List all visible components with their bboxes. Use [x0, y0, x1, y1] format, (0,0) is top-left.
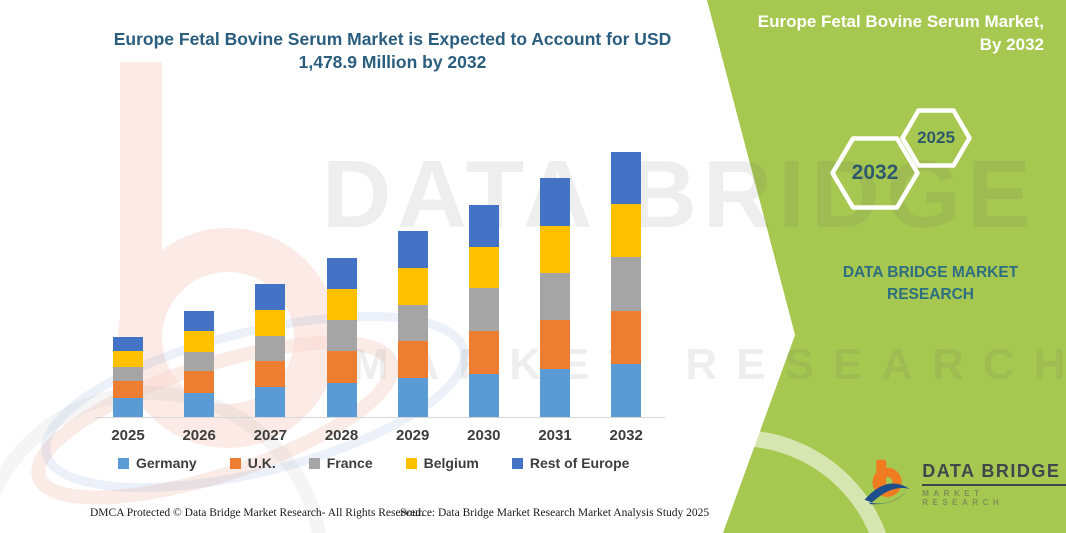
legend-item-u-k: U.K. [229, 455, 276, 471]
bar-2032 [611, 151, 642, 417]
data-bridge-logo-icon [864, 459, 910, 505]
side-panel-heading-line1: Europe Fetal Bovine Serum Market, [757, 12, 1044, 31]
side-panel-heading-line2: By 2032 [979, 35, 1044, 54]
bar-2030 [468, 204, 499, 417]
bar-segment-france-2030 [468, 288, 499, 332]
bar-segment-belgium-2028 [326, 289, 357, 321]
legend-label-rest-of-europe: Rest of Europe [529, 455, 630, 471]
hexagon-2032: 2032 [830, 136, 920, 210]
legend-label-france: France [326, 455, 373, 471]
brand-line2: RESEARCH [887, 286, 974, 303]
bar-segment-germany-2028 [326, 382, 357, 417]
bar-segment-france-2026 [184, 351, 215, 372]
bar-segment-u-k-2032 [611, 310, 642, 365]
logo-text: DATA BRIDGE MARKET RESEARCH [922, 461, 1066, 507]
legend-item-france: France [308, 455, 373, 471]
bar-segment-belgium-2025 [113, 351, 143, 367]
x-axis-label-2032: 2032 [609, 427, 643, 444]
hexagon-outline-icon [830, 136, 920, 210]
logo-name: DATA BRIDGE [922, 461, 1066, 486]
x-axis-label-2030: 2030 [467, 427, 501, 444]
chart-legend: Germany U.K. France Belgium Rest of Europe [118, 455, 678, 471]
x-axis-label-2028: 2028 [324, 427, 359, 444]
bar-segment-u-k-2025 [113, 380, 143, 398]
bar-segment-u-k-2027 [255, 361, 286, 388]
chart-title: Europe Fetal Bovine Serum Market is Expe… [100, 28, 685, 74]
bar-segment-belgium-2031 [540, 226, 571, 273]
bar-2027 [255, 284, 286, 417]
legend-label-u-k: U.K. [247, 455, 276, 471]
bar-segment-germany-2026 [184, 392, 215, 417]
brand-line1: DATA BRIDGE MARKET [842, 264, 1019, 281]
legend-item-belgium: Belgium [405, 455, 479, 471]
bar-segment-u-k-2031 [540, 320, 571, 369]
bar-segment-belgium-2026 [184, 331, 215, 352]
bar-segment-rest-of-europe-2026 [184, 310, 215, 332]
bar-segment-belgium-2027 [255, 309, 286, 336]
bar-segment-rest-of-europe-2032 [611, 151, 642, 205]
legend-item-germany: Germany [118, 455, 197, 471]
bar-segment-rest-of-europe-2030 [468, 204, 499, 248]
chart-title-line2: 1,478.9 Million by 2032 [298, 52, 487, 72]
side-panel-brand-text: DATA BRIDGE MARKET RESEARCH [808, 262, 1053, 306]
bar-segment-belgium-2032 [611, 204, 642, 258]
data-bridge-logo: DATA BRIDGE MARKET RESEARCH [862, 458, 1066, 510]
legend-swatch-france [308, 457, 320, 469]
bar-segment-france-2031 [540, 272, 571, 321]
side-panel-heading: Europe Fetal Bovine Serum Market, By 203… [714, 10, 1044, 56]
bar-segment-germany-2032 [611, 364, 642, 417]
x-axis-label-2025: 2025 [111, 427, 145, 444]
bar-segment-germany-2025 [113, 397, 143, 417]
bar-segment-germany-2031 [540, 368, 571, 417]
bar-segment-france-2028 [326, 320, 357, 352]
legend-swatch-belgium [405, 457, 417, 469]
bar-segment-u-k-2030 [468, 331, 499, 374]
bar-segment-germany-2030 [468, 373, 499, 417]
bar-segment-belgium-2030 [468, 247, 499, 289]
bar-segment-rest-of-europe-2029 [397, 231, 428, 269]
logo-subtitle: MARKET RESEARCH [922, 489, 1004, 507]
hexagon-2025-label: 2025 [917, 128, 955, 147]
bar-segment-germany-2029 [397, 377, 428, 417]
bar-segment-u-k-2029 [397, 341, 428, 378]
bar-segment-germany-2027 [255, 387, 286, 417]
chart-title-line1: Europe Fetal Bovine Serum Market is Expe… [113, 29, 672, 49]
legend-label-belgium: Belgium [423, 455, 479, 471]
bar-2026 [184, 310, 215, 417]
bar-2028 [326, 257, 357, 417]
bar-2031 [540, 178, 571, 417]
x-axis-label-2031: 2031 [538, 427, 572, 444]
x-axis-label-2026: 2026 [182, 427, 216, 444]
bar-segment-rest-of-europe-2025 [113, 337, 143, 352]
bar-2029 [397, 231, 428, 417]
hexagon-outline-icon [900, 108, 972, 168]
x-axis-label-2029: 2029 [395, 427, 430, 444]
bar-segment-rest-of-europe-2027 [255, 284, 286, 310]
x-axis-label-2027: 2027 [253, 427, 288, 444]
bar-segment-france-2032 [611, 257, 642, 311]
bar-2025 [113, 337, 143, 417]
bar-segment-france-2025 [113, 366, 143, 381]
stacked-bar-chart-plot: 2025 2026 2027 2028 2029 2030 2031 2032 [95, 140, 665, 444]
bar-segment-rest-of-europe-2031 [540, 178, 571, 227]
legend-label-germany: Germany [136, 455, 197, 471]
legend-swatch-germany [118, 457, 129, 469]
bar-segment-france-2027 [255, 335, 286, 362]
bar-segment-u-k-2028 [326, 351, 357, 383]
hexagon-2025: 2025 [900, 108, 972, 168]
legend-item-rest-of-europe: Rest of Europe [511, 455, 630, 471]
legend-swatch-rest-of-europe [511, 457, 523, 469]
bar-segment-u-k-2026 [184, 371, 215, 393]
bar-segment-france-2029 [397, 304, 428, 342]
footer-source-text: Source: Data Bridge Market Research Mark… [400, 507, 710, 519]
footer-dmca-text: DMCA Protected © Data Bridge Market Rese… [90, 507, 424, 519]
legend-swatch-u-k [229, 457, 241, 469]
bar-segment-belgium-2029 [397, 268, 428, 305]
bar-segment-rest-of-europe-2028 [326, 257, 357, 290]
hexagon-2032-label: 2032 [851, 161, 899, 184]
